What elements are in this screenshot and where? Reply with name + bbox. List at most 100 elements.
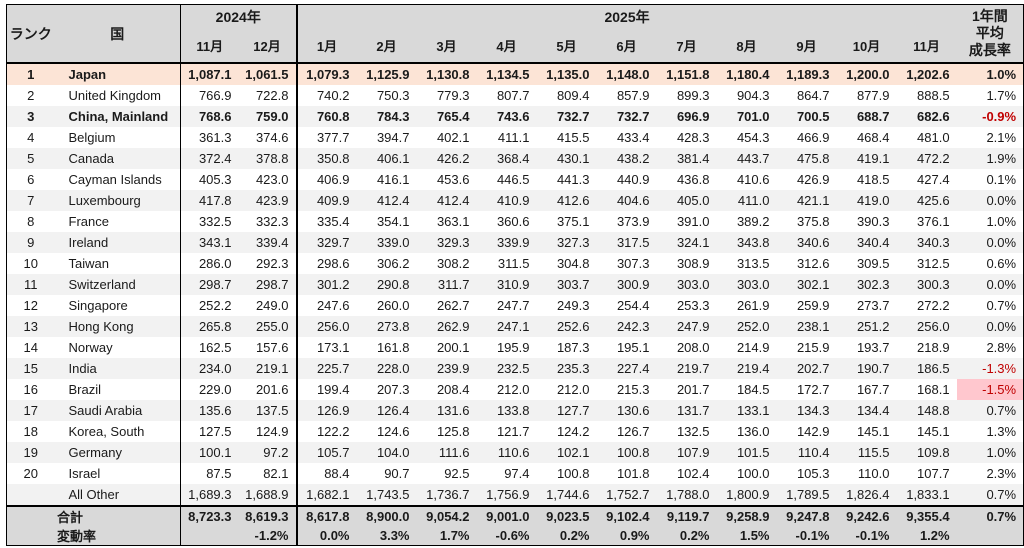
- value-cell: 418.5: [856, 172, 890, 187]
- value-cell: 682.6: [896, 106, 957, 127]
- value-cell: 110.6: [476, 442, 537, 463]
- value-cell: 300.3: [896, 274, 957, 295]
- value-cell: 122.2: [295, 421, 357, 442]
- table-row: 16 Brazil 229.0 201.6 199.4 207.3 208.4 212.0 21…: [7, 379, 1024, 400]
- table-row: All Other 1,689.3 1,688.9 1,682.1 1,743.5 1,7…: [6, 484, 1024, 506]
- value-cell: 332.5: [180, 211, 239, 232]
- value-cell: 759.0: [238, 106, 297, 127]
- value-cell: 339.0: [356, 232, 417, 253]
- value-cell: 332.3: [255, 214, 289, 229]
- year-2025-header: 2025年: [295, 4, 957, 29]
- value-cell: 329.7: [295, 232, 357, 253]
- value-cell: 1,788.0: [656, 484, 717, 506]
- value-cell: 87.5: [180, 463, 239, 484]
- value-cell: 298.7: [180, 274, 239, 295]
- value-cell: 90.7: [384, 466, 410, 481]
- value-cell: 8,617.8: [295, 505, 357, 526]
- value-cell: 9,242.6: [836, 505, 897, 526]
- value-cell: 1,682.1: [295, 484, 357, 506]
- value-cell: 137.5: [238, 400, 297, 421]
- value-cell: 381.4: [656, 148, 717, 169]
- value-cell: 417.8: [180, 190, 239, 211]
- value-cell: 142.9: [796, 424, 830, 439]
- country-cell: All Other: [54, 484, 181, 506]
- value-cell: 732.7: [596, 106, 657, 127]
- value-cell: 441.3: [556, 172, 590, 187]
- value-cell: 1,202.6: [896, 63, 957, 85]
- total-label: 合計: [6, 505, 181, 526]
- rank-cell: 10: [23, 256, 38, 271]
- value-cell: 242.3: [596, 316, 657, 337]
- value-cell: 273.8: [356, 316, 417, 337]
- value-cell: 405.0: [656, 190, 717, 211]
- value-cell: 411.0: [716, 190, 777, 211]
- value-cell: 162.5: [180, 337, 239, 358]
- value-cell: -0.1%: [836, 526, 897, 546]
- value-cell: 173.1: [295, 337, 357, 358]
- value-cell: 9,247.8: [776, 505, 837, 526]
- country-cell: Germany: [54, 442, 181, 463]
- value-cell: 340.4: [836, 232, 897, 253]
- growth-cell: [956, 526, 1024, 546]
- value-cell: 200.1: [436, 340, 470, 355]
- value-cell: 402.1: [436, 130, 470, 145]
- value-cell: 412.6: [536, 190, 597, 211]
- value-cell: 760.8: [295, 106, 357, 127]
- value-cell: 134.4: [836, 400, 897, 421]
- value-cell: 340.3: [896, 232, 957, 253]
- value-cell: 262.7: [436, 298, 470, 313]
- rank-cell: 15: [6, 358, 55, 379]
- value-cell: 375.1: [556, 214, 590, 229]
- value-cell: 1,130.8: [416, 63, 477, 85]
- value-cell: 187.3: [556, 340, 590, 355]
- value-cell: 256.0: [295, 316, 357, 337]
- value-cell: 157.6: [255, 340, 289, 355]
- value-cell: 1,079.3: [295, 63, 357, 85]
- value-cell: 696.9: [656, 106, 717, 127]
- value-cell: 101.5: [716, 442, 777, 463]
- value-cell: 372.4: [180, 148, 239, 169]
- value-cell: 440.9: [616, 172, 650, 187]
- value-cell: 419.0: [836, 190, 897, 211]
- value-cell: 136.0: [736, 424, 770, 439]
- value-cell: 212.0: [496, 382, 530, 397]
- table-row: 14 Norway 162.5 157.6 173.1 161.8 200.1 195.9 18…: [7, 337, 1024, 358]
- value-cell: 308.2: [436, 256, 470, 271]
- value-cell: 373.9: [616, 214, 650, 229]
- growth-cell: 0.0%: [956, 232, 1024, 253]
- value-cell: 324.1: [656, 232, 717, 253]
- table-row: 7 Luxembourg 417.8 423.9 409.9 412.4 412.4 410.…: [6, 190, 1024, 211]
- month-header: 3月: [416, 29, 477, 64]
- table-row: 13 Hong Kong 265.8 255.0 256.0 273.8 262.9 247.…: [6, 316, 1024, 337]
- country-cell: Luxembourg: [54, 190, 181, 211]
- growth-cell: 0.0%: [956, 274, 1024, 295]
- value-cell: 722.8: [255, 88, 289, 103]
- value-cell: 219.1: [238, 358, 297, 379]
- value-cell: 195.1: [616, 340, 650, 355]
- value-cell: 307.3: [616, 256, 650, 271]
- value-cell: 82.1: [263, 466, 289, 481]
- rank-cell: 19: [6, 442, 55, 463]
- value-cell: 167.7: [856, 382, 890, 397]
- country-cell: Japan: [54, 63, 181, 85]
- value-cell: 247.7: [496, 298, 530, 313]
- table-row: 3 China, Mainland 768.6 759.0 760.8 784.3 765.…: [6, 106, 1024, 127]
- value-cell: 335.4: [295, 211, 357, 232]
- rank-cell: 13: [6, 316, 55, 337]
- value-cell: 376.1: [917, 214, 950, 229]
- value-cell: 688.7: [836, 106, 897, 127]
- rank-cell: 1: [6, 63, 55, 85]
- value-cell: 750.3: [376, 88, 410, 103]
- value-cell: 768.6: [180, 106, 239, 127]
- month-header: 1月: [295, 29, 357, 64]
- value-cell: 110.4: [776, 442, 837, 463]
- growth-cell: 1.7%: [986, 88, 1017, 103]
- country-cell: Korea, South: [68, 424, 145, 439]
- value-cell: 779.3: [436, 88, 470, 103]
- value-cell: 0.2%: [536, 526, 597, 546]
- growth-cell: 1.0%: [956, 442, 1024, 463]
- growth-cell: 0.7%: [956, 400, 1024, 421]
- country-cell: Cayman Islands: [68, 172, 162, 187]
- month-header: 5月: [536, 29, 597, 64]
- value-cell: 290.8: [356, 274, 417, 295]
